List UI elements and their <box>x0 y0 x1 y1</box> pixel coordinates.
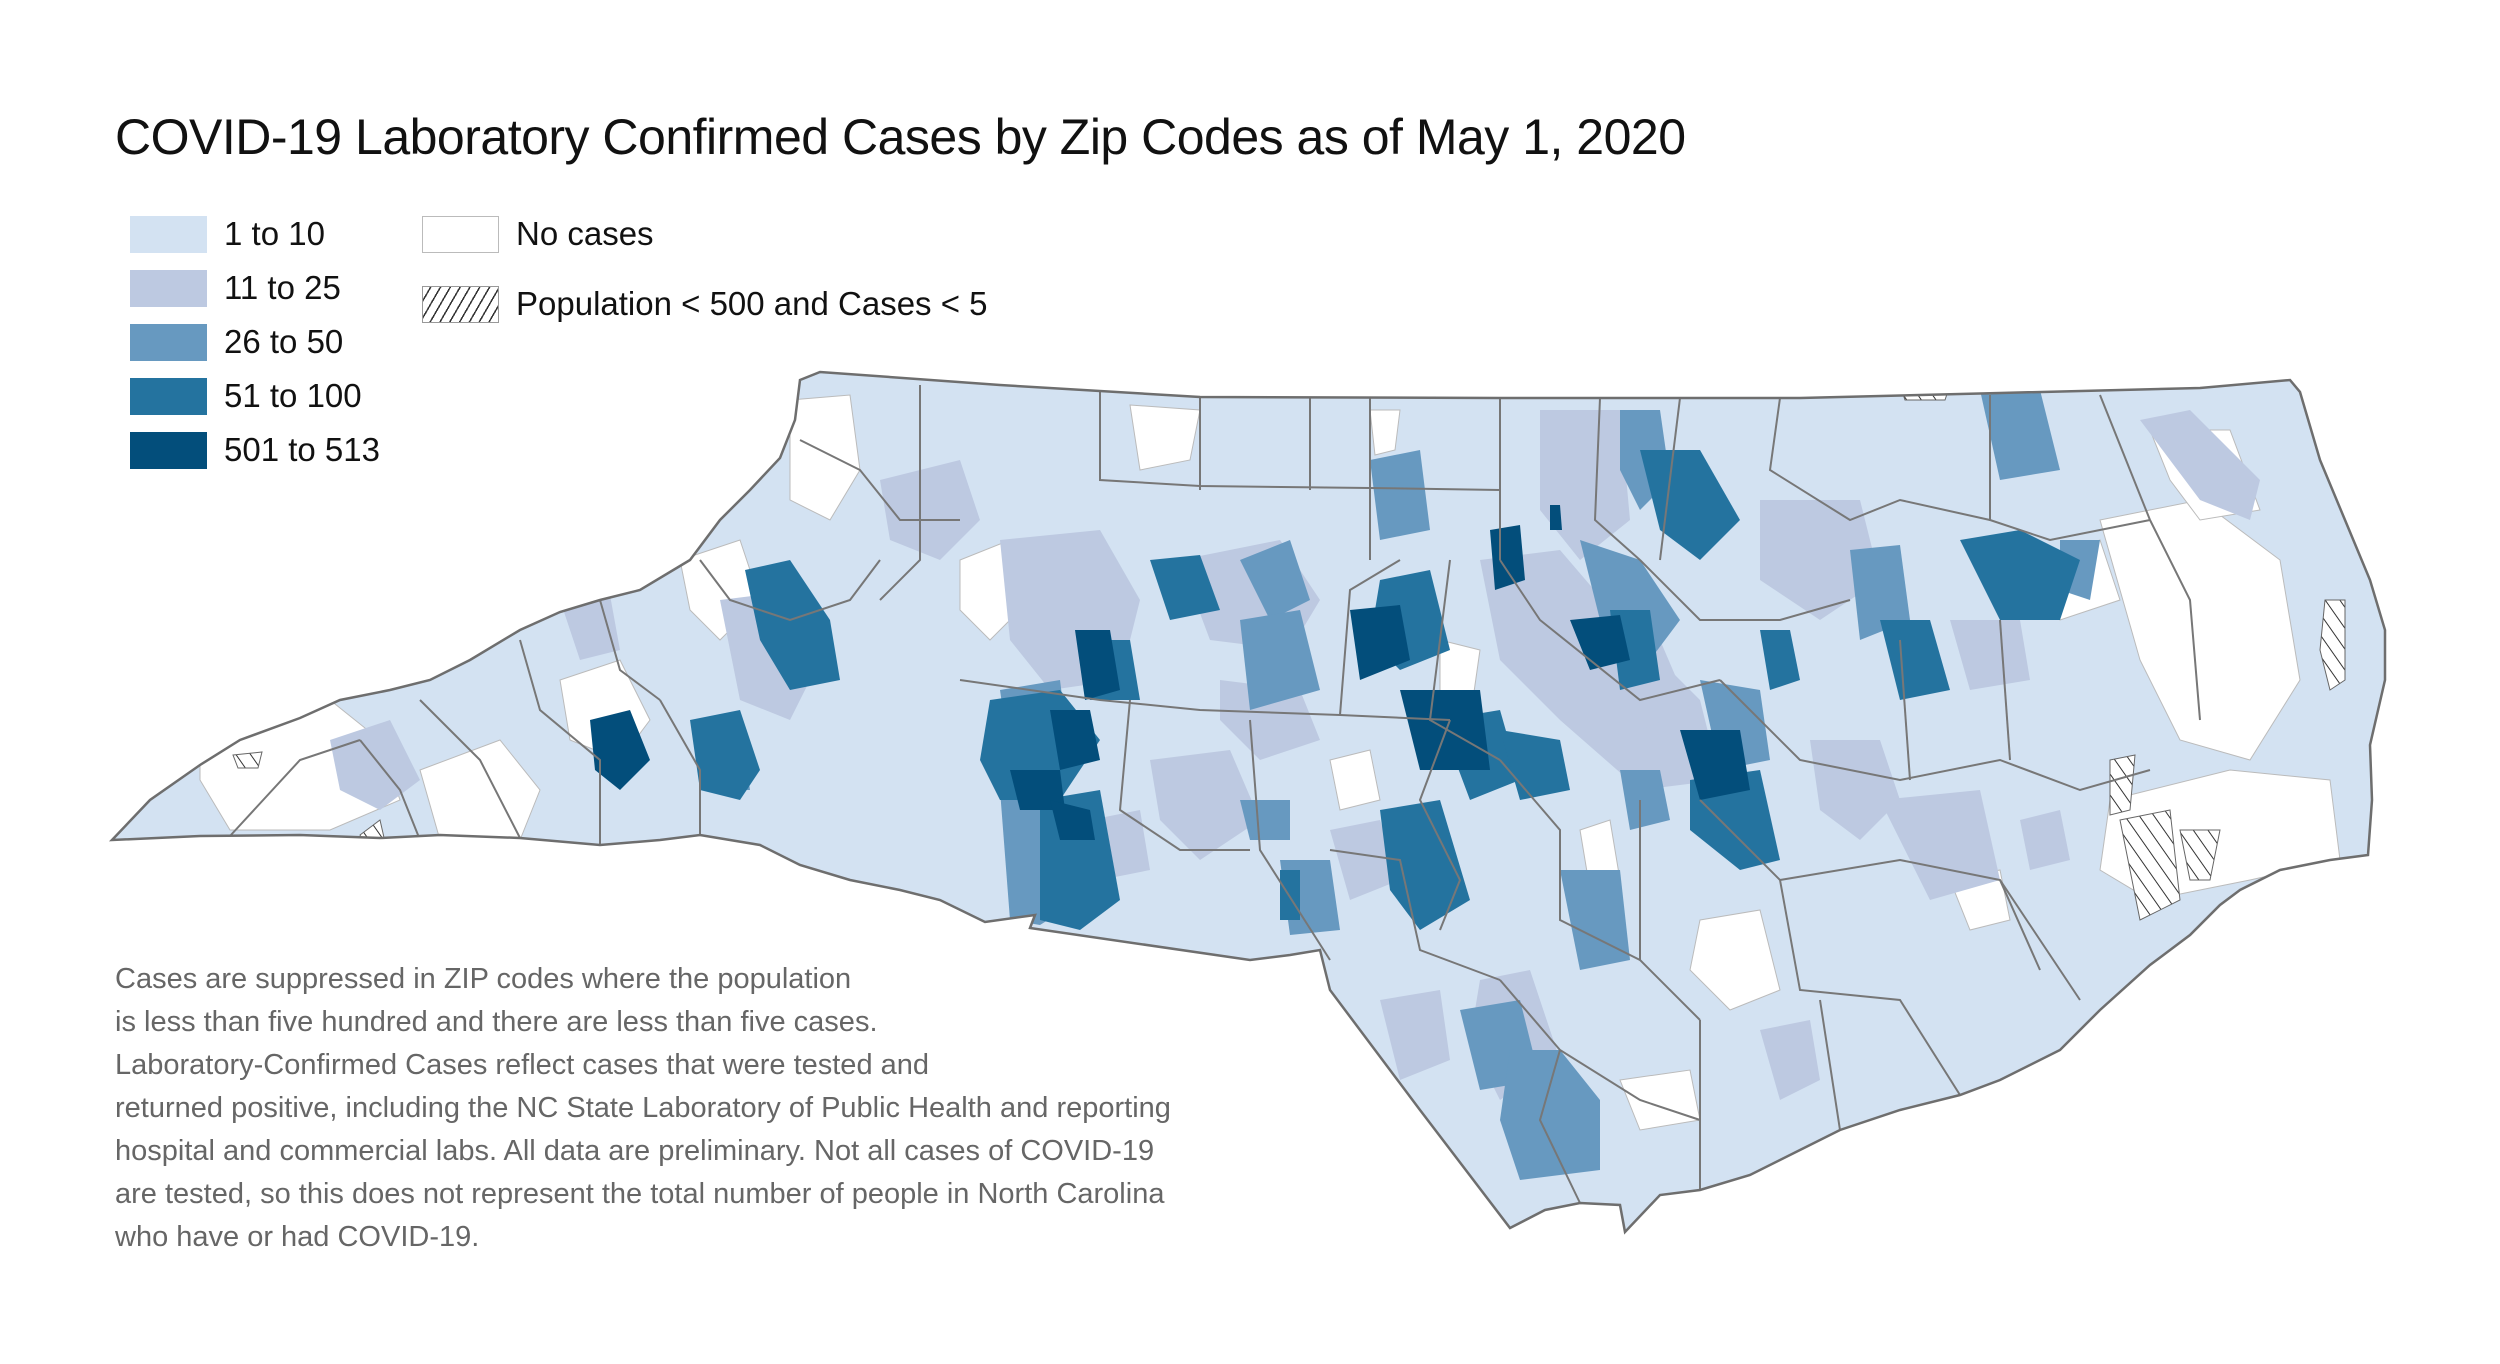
legend-label: Population < 500 and Cases < 5 <box>516 285 988 322</box>
legend-item-no-cases: No cases <box>422 215 654 253</box>
legend-item-51-100: 51 to 100 <box>130 377 362 415</box>
legend-label: 51 to 100 <box>224 377 362 414</box>
legend-item-26-50: 26 to 50 <box>130 323 343 361</box>
legend-swatch-26-50 <box>130 323 207 361</box>
legend-label: No cases <box>516 215 654 252</box>
legend-swatch-no-cases <box>422 215 499 253</box>
legend-swatch-11-25 <box>130 269 207 307</box>
legend-item-suppressed: Population < 500 and Cases < 5 <box>422 285 988 323</box>
footnote-line: hospital and commercial labs. All data a… <box>115 1135 1155 1167</box>
legend-item-501-513: 501 to 513 <box>130 431 380 469</box>
legend-item-1-10: 1 to 10 <box>130 215 325 253</box>
legend-swatch-1-10 <box>130 215 207 253</box>
legend-label: 1 to 10 <box>224 215 325 252</box>
footnote: Cases are suppressed in ZIP codes where … <box>115 958 1415 1259</box>
footnote-line: Laboratory-Confirmed Cases reflect cases… <box>115 1049 930 1081</box>
legend-item-11-25: 11 to 25 <box>130 269 341 307</box>
legend-swatch-51-100 <box>130 377 207 415</box>
legend-swatch-501-513 <box>130 431 207 469</box>
footnote-line: returned positive, including the NC Stat… <box>115 1092 1171 1124</box>
footnote-line: is less than five hundred and there are … <box>115 1006 878 1038</box>
map-title: COVID-19 Laboratory Confirmed Cases by Z… <box>115 109 1686 165</box>
footnote-line: who have or had COVID-19. <box>115 1221 480 1253</box>
legend-label: 501 to 513 <box>224 431 380 468</box>
footnote-line: Cases are suppressed in ZIP codes where … <box>115 963 852 995</box>
legend-label: 11 to 25 <box>224 269 341 306</box>
footnote-line: are tested, so this does not represent t… <box>115 1178 1165 1210</box>
legend-swatch-hatch <box>422 285 499 323</box>
legend-label: 26 to 50 <box>224 323 344 360</box>
